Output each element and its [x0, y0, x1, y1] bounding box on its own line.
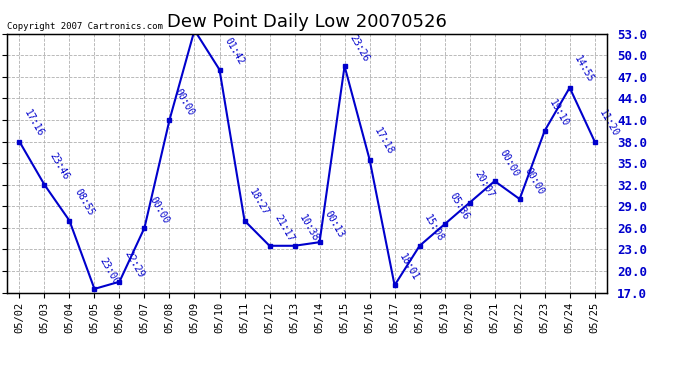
Text: 10:38: 10:38 — [297, 213, 321, 243]
Text: 23:42: 23:42 — [0, 374, 1, 375]
Text: 17:16: 17:16 — [22, 108, 46, 139]
Title: Dew Point Daily Low 20070526: Dew Point Daily Low 20070526 — [167, 13, 447, 31]
Text: 17:18: 17:18 — [373, 126, 395, 157]
Text: Copyright 2007 Cartronics.com: Copyright 2007 Cartronics.com — [7, 22, 163, 31]
Text: 08:55: 08:55 — [72, 188, 95, 218]
Text: 21:17: 21:17 — [273, 213, 295, 243]
Text: 19:10: 19:10 — [547, 98, 571, 128]
Text: 23:00: 23:00 — [97, 256, 121, 286]
Text: 23:46: 23:46 — [47, 152, 70, 182]
Text: 23:26: 23:26 — [347, 33, 371, 63]
Text: 05:36: 05:36 — [447, 191, 471, 222]
Text: 01:42: 01:42 — [222, 36, 246, 67]
Text: 00:00: 00:00 — [522, 166, 546, 196]
Text: 00:00: 00:00 — [147, 195, 170, 225]
Text: 11:20: 11:20 — [598, 108, 621, 139]
Text: 00:00: 00:00 — [172, 87, 195, 117]
Text: 18:27: 18:27 — [247, 188, 270, 218]
Text: 00:13: 00:13 — [322, 209, 346, 239]
Text: 22:29: 22:29 — [122, 249, 146, 279]
Text: 20:07: 20:07 — [473, 170, 495, 200]
Text: 18:01: 18:01 — [397, 252, 421, 282]
Text: 00:00: 00:00 — [497, 148, 521, 178]
Text: 15:08: 15:08 — [422, 213, 446, 243]
Text: 14:55: 14:55 — [573, 54, 595, 85]
